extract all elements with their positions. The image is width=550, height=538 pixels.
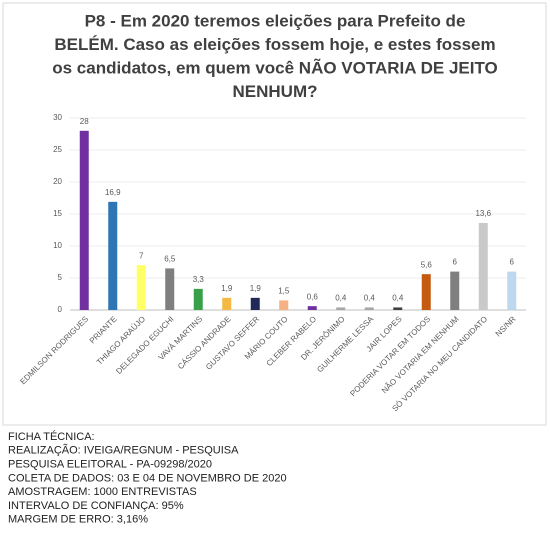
value-label: 13,6 xyxy=(475,209,491,218)
value-label: 16,9 xyxy=(105,188,121,197)
footer-line: INTERVALO DE CONFIANÇA: 95% xyxy=(8,500,184,512)
value-label: 1,9 xyxy=(250,284,262,293)
value-label: 6 xyxy=(510,258,515,267)
value-label: 5,6 xyxy=(421,260,433,269)
bar xyxy=(450,271,460,310)
footer-line: FICHA TÉCNICA: xyxy=(8,430,95,443)
chart-title: NENHUM? xyxy=(233,82,318,101)
footer-line: MARGEM DE ERRO: 3,16% xyxy=(8,514,148,526)
y-tick-label: 20 xyxy=(53,177,62,186)
footer-line: AMOSTRAGEM: 1000 ENTREVISTAS xyxy=(8,486,197,498)
chart-title: BELÉM. Caso as eleições fossem hoje, e e… xyxy=(54,35,495,54)
footer-line: REALIZAÇÃO: IVEIGA/REGNUM - PESQUISA xyxy=(8,444,239,457)
y-tick-label: 0 xyxy=(58,305,63,314)
bar xyxy=(421,274,431,310)
bar xyxy=(478,222,488,310)
y-tick-label: 25 xyxy=(53,145,62,154)
footer-line: PESQUISA ELEITORAL - PA-09298/2020 xyxy=(8,459,212,471)
bar xyxy=(364,307,374,310)
chart-title: os candidatos, em quem você NÃO VOTARIA … xyxy=(52,57,498,77)
y-tick-label: 15 xyxy=(53,209,62,218)
value-label: 3,3 xyxy=(193,275,205,284)
bar xyxy=(393,307,403,310)
value-label: 0,4 xyxy=(392,294,404,303)
bar xyxy=(79,130,89,310)
bar xyxy=(507,271,517,310)
value-label: 0,6 xyxy=(307,292,319,301)
bar xyxy=(250,297,260,310)
bar xyxy=(136,265,146,310)
y-tick-label: 30 xyxy=(53,113,62,122)
value-label: 6 xyxy=(453,258,458,267)
footer-line: COLETA DE DADOS: 03 E 04 DE NOVEMBRO DE … xyxy=(8,472,287,484)
bar xyxy=(307,306,317,310)
bar xyxy=(279,300,289,310)
value-label: 0,4 xyxy=(364,294,376,303)
value-label: 28 xyxy=(80,117,89,126)
bar xyxy=(165,268,175,310)
bar xyxy=(108,201,118,310)
value-label: 0,4 xyxy=(335,294,347,303)
value-label: 7 xyxy=(139,251,144,260)
y-tick-label: 5 xyxy=(58,273,63,282)
bar xyxy=(193,288,203,310)
y-tick-label: 10 xyxy=(53,241,62,250)
value-label: 1,9 xyxy=(221,284,233,293)
chart-title: P8 - Em 2020 teremos eleições para Prefe… xyxy=(85,11,466,30)
bar xyxy=(336,307,346,310)
value-label: 6,5 xyxy=(164,255,176,264)
value-label: 1,5 xyxy=(278,287,290,296)
bar xyxy=(222,297,232,310)
